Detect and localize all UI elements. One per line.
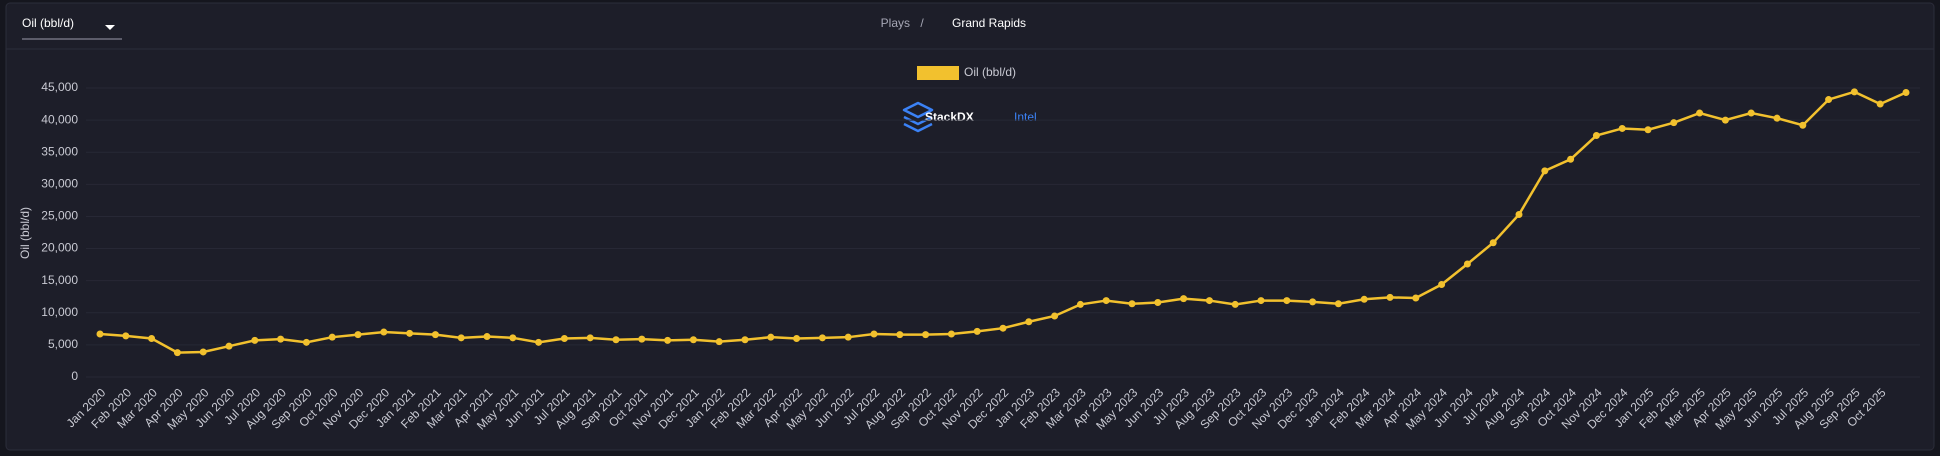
legend-label: Oil (bbl/d): [964, 65, 1016, 79]
data-point: [922, 331, 930, 339]
dropdown-caret[interactable]: [105, 25, 115, 30]
data-point: [1489, 239, 1497, 247]
logo-icon: [902, 101, 934, 133]
y-tick-label: 0: [71, 369, 78, 383]
data-point: [1051, 312, 1059, 320]
data-point: [1076, 300, 1084, 308]
legend-swatch: [917, 66, 959, 80]
data-point: [509, 334, 517, 342]
y-tick-label: 20,000: [41, 241, 78, 255]
data-point: [767, 333, 775, 341]
data-point: [793, 334, 801, 342]
data-point: [173, 349, 181, 357]
y-tick-label: 10,000: [41, 305, 78, 319]
data-point: [483, 333, 491, 341]
y-tick-label: 40,000: [41, 112, 78, 126]
data-point: [1386, 293, 1394, 301]
data-point: [1902, 88, 1910, 96]
data-point: [638, 335, 646, 343]
data-point: [1334, 300, 1342, 308]
breadcrumb-current: Grand Rapids: [952, 16, 1026, 30]
data-point: [1412, 294, 1420, 302]
data-point: [1592, 132, 1600, 140]
logo: StackDX Intel: [902, 101, 1037, 133]
data-point: [741, 336, 749, 344]
data-point: [689, 336, 697, 344]
data-point: [302, 338, 310, 346]
data-point: [199, 348, 207, 356]
data-point: [1850, 88, 1858, 96]
data-point: [1231, 300, 1239, 308]
data-point: [818, 334, 826, 342]
y-tick-label: 5,000: [48, 337, 78, 351]
data-point: [1515, 211, 1523, 219]
data-point: [535, 338, 543, 346]
data-point: [1721, 116, 1729, 124]
data-point: [328, 333, 336, 341]
data-point: [354, 331, 362, 339]
data-point: [1283, 297, 1291, 305]
data-point: [664, 336, 672, 344]
breadcrumb-link[interactable]: Plays: [881, 16, 910, 30]
data-point: [1128, 300, 1136, 308]
data-point: [1438, 281, 1446, 289]
data-point: [277, 335, 285, 343]
data-point: [612, 336, 620, 344]
data-point: [251, 336, 259, 344]
data-point: [844, 333, 852, 341]
data-point: [947, 330, 955, 338]
data-point: [1567, 155, 1575, 163]
data-point: [1747, 109, 1755, 117]
data-point: [1696, 109, 1704, 117]
y-tick-label: 45,000: [41, 80, 78, 94]
data-point: [1799, 121, 1807, 129]
data-point: [1102, 297, 1110, 305]
data-point: [586, 334, 594, 342]
data-point: [431, 331, 439, 339]
data-point: [1025, 318, 1033, 326]
data-point: [1257, 297, 1265, 305]
data-point: [406, 329, 414, 337]
data-point: [973, 327, 981, 335]
metric-selector[interactable]: Oil (bbl/d): [22, 16, 74, 30]
data-point: [1670, 119, 1678, 127]
y-tick-label: 35,000: [41, 144, 78, 158]
data-point: [380, 328, 388, 336]
data-point: [225, 342, 233, 350]
data-point: [1618, 124, 1626, 132]
y-tick-label: 25,000: [41, 209, 78, 223]
data-point: [1180, 295, 1188, 303]
data-point: [1876, 100, 1884, 108]
data-point: [148, 334, 156, 342]
logo-brand: StackDX: [925, 110, 974, 124]
data-point: [896, 331, 904, 339]
data-point: [999, 324, 1007, 332]
data-point: [122, 332, 130, 340]
data-point: [1541, 167, 1549, 175]
data-point: [1154, 299, 1162, 307]
data-point: [1773, 114, 1781, 122]
data-point: [1463, 260, 1471, 268]
data-point: [715, 338, 723, 346]
data-point: [1205, 297, 1213, 305]
y-axis-label: Oil (bbl/d): [18, 207, 32, 259]
y-tick-label: 30,000: [41, 177, 78, 191]
data-point: [560, 334, 568, 342]
data-point: [870, 330, 878, 338]
data-point: [96, 330, 104, 338]
data-point: [1360, 295, 1368, 303]
data-point: [1825, 96, 1833, 104]
logo-product: Intel: [1014, 110, 1037, 124]
data-point: [457, 334, 465, 342]
breadcrumb-separator: /: [920, 16, 924, 30]
y-tick-label: 15,000: [41, 273, 78, 287]
data-point: [1644, 126, 1652, 134]
data-point: [1309, 298, 1317, 306]
